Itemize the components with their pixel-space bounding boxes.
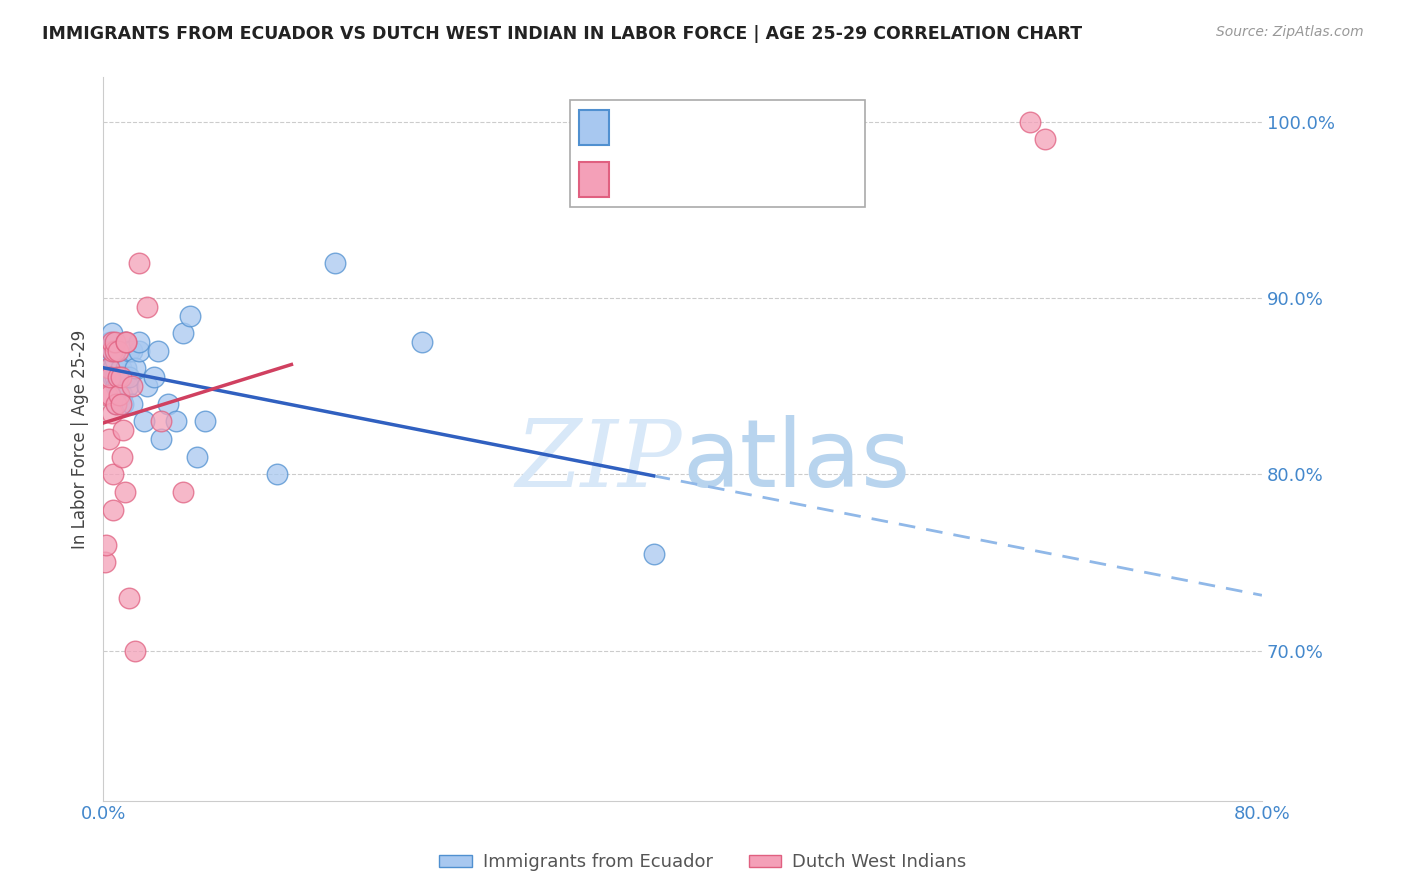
Point xyxy=(105,397,128,411)
Point xyxy=(157,397,180,411)
Y-axis label: In Labor Force | Age 25-29: In Labor Force | Age 25-29 xyxy=(72,329,89,549)
Point xyxy=(179,309,201,323)
Point xyxy=(135,300,157,314)
Point xyxy=(97,361,120,376)
Point xyxy=(266,467,288,482)
Point xyxy=(103,467,125,482)
Point xyxy=(150,414,173,428)
Point xyxy=(110,370,132,384)
Point xyxy=(94,538,117,552)
Point xyxy=(118,343,141,358)
Point xyxy=(97,432,120,446)
Point xyxy=(103,502,125,516)
Point xyxy=(96,343,118,358)
Point xyxy=(146,343,169,358)
Point xyxy=(411,334,433,349)
Point xyxy=(115,334,138,349)
Point xyxy=(101,334,124,349)
Point xyxy=(114,334,136,349)
Point xyxy=(110,397,132,411)
Point xyxy=(103,361,125,376)
Point xyxy=(1019,114,1042,128)
Point xyxy=(101,343,124,358)
Point xyxy=(115,334,138,349)
Text: ZIP: ZIP xyxy=(516,416,682,506)
Point xyxy=(118,591,141,605)
Point xyxy=(193,414,215,428)
Point xyxy=(100,370,122,384)
Legend: Immigrants from Ecuador, Dutch West Indians: Immigrants from Ecuador, Dutch West Indi… xyxy=(432,847,974,879)
Point xyxy=(101,326,124,341)
Point xyxy=(186,450,208,464)
Point xyxy=(107,343,129,358)
Point xyxy=(108,388,131,402)
Point xyxy=(172,326,194,341)
Point xyxy=(111,370,134,384)
Text: Source: ZipAtlas.com: Source: ZipAtlas.com xyxy=(1216,25,1364,39)
Point xyxy=(105,397,128,411)
Point xyxy=(118,370,141,384)
Point xyxy=(104,343,127,358)
Point xyxy=(1033,132,1056,146)
Point xyxy=(111,388,134,402)
Point xyxy=(100,334,122,349)
Point xyxy=(172,485,194,500)
Point xyxy=(128,343,150,358)
Point xyxy=(112,397,135,411)
Point xyxy=(142,370,165,384)
Point xyxy=(100,388,122,402)
Point xyxy=(111,450,134,464)
Point xyxy=(643,547,665,561)
Point xyxy=(121,343,143,358)
Point xyxy=(128,255,150,269)
Point xyxy=(101,343,124,358)
Point xyxy=(96,388,118,402)
Point xyxy=(105,379,128,393)
Point xyxy=(94,361,117,376)
Point xyxy=(128,334,150,349)
Point xyxy=(150,432,173,446)
Text: atlas: atlas xyxy=(682,415,911,507)
Point xyxy=(108,388,131,402)
Point xyxy=(97,343,120,358)
Text: IMMIGRANTS FROM ECUADOR VS DUTCH WEST INDIAN IN LABOR FORCE | AGE 25-29 CORRELAT: IMMIGRANTS FROM ECUADOR VS DUTCH WEST IN… xyxy=(42,25,1083,43)
Point xyxy=(110,361,132,376)
Point xyxy=(104,352,127,367)
Point xyxy=(135,379,157,393)
Point xyxy=(124,361,146,376)
Point xyxy=(323,255,346,269)
Point xyxy=(104,334,127,349)
Point xyxy=(114,370,136,384)
Point xyxy=(117,379,139,393)
Point xyxy=(103,370,125,384)
Point xyxy=(121,379,143,393)
Point xyxy=(165,414,187,428)
Point xyxy=(114,485,136,500)
Point xyxy=(107,370,129,384)
Point xyxy=(121,397,143,411)
Point xyxy=(115,361,138,376)
Point xyxy=(107,379,129,393)
Point xyxy=(93,556,115,570)
Point xyxy=(104,370,127,384)
Point xyxy=(112,423,135,437)
Point xyxy=(124,643,146,657)
Point xyxy=(101,406,124,420)
Point xyxy=(107,370,129,384)
Point xyxy=(132,414,155,428)
